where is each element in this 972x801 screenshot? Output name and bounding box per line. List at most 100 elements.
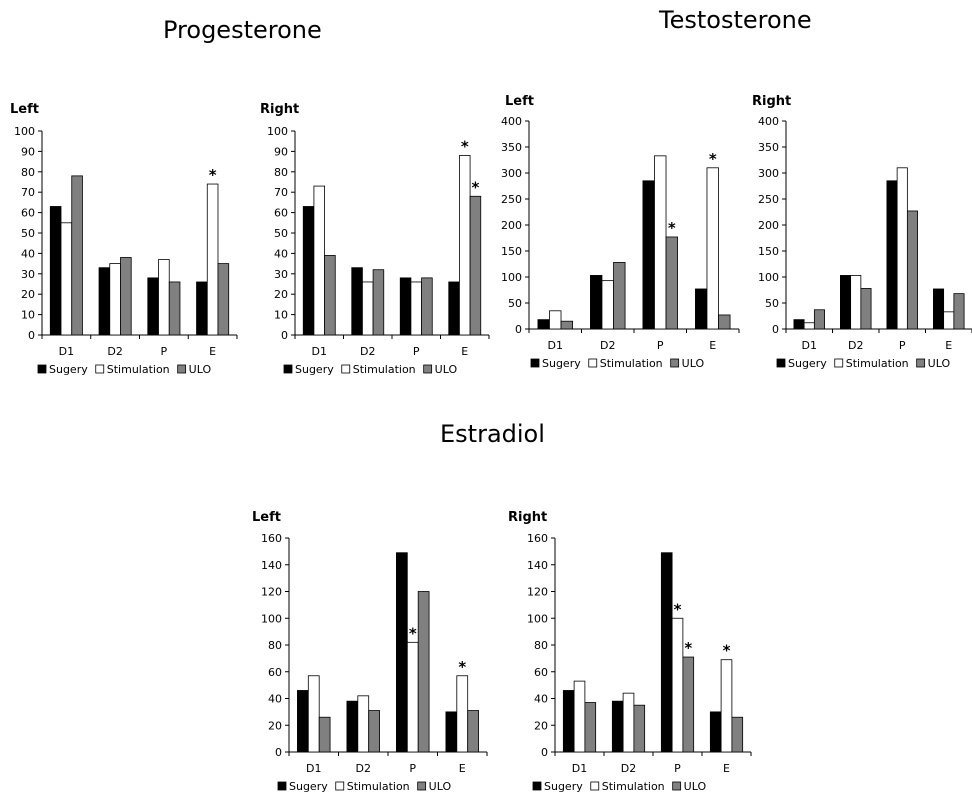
bar-stimulation-e	[720, 659, 733, 753]
x-tick-label: E	[461, 345, 468, 358]
legend-swatch-stimulation	[834, 358, 844, 368]
bar-ulo-d1	[71, 175, 83, 336]
legend-entry: Sugery	[788, 357, 827, 370]
bar-sugery-p	[399, 277, 412, 336]
bar-stimulation-d1	[313, 185, 325, 336]
y-tick-label: 0	[541, 746, 548, 759]
bar-stimulation-d2	[622, 692, 635, 753]
legend-entry: ULO	[435, 363, 458, 376]
legend-entry: ULO	[684, 780, 707, 793]
y-tick-label: 50	[508, 297, 522, 310]
y-tick-label: 120	[527, 586, 548, 599]
y-tick-label: 30	[274, 268, 288, 281]
bar-stimulation-p	[896, 167, 908, 330]
y-tick-label: 0	[28, 329, 35, 342]
estradiol-title: Estradiol	[440, 420, 545, 448]
legend-entry: Stimulation	[846, 357, 909, 370]
x-tick-label: D1	[306, 762, 321, 775]
x-tick-label: E	[945, 339, 952, 352]
bar-ulo-p	[906, 210, 918, 330]
panel-label: Right	[260, 102, 299, 117]
bar-sugery-p	[147, 277, 159, 336]
panel-label: Right	[508, 510, 547, 525]
panel-label: Left	[505, 94, 534, 109]
legend-entry: Stimulation	[602, 780, 665, 793]
legend-entry: Stimulation	[600, 357, 663, 370]
y-tick-label: 0	[772, 323, 779, 336]
y-tick-label: 20	[268, 719, 282, 732]
bar-stimulation-d2	[850, 275, 862, 330]
x-tick-label: P	[899, 339, 906, 352]
legend-swatch-ulo	[670, 358, 680, 368]
y-tick-label: 0	[515, 323, 522, 336]
significance-annotation: *	[461, 137, 469, 155]
legend-entry: ULO	[189, 363, 212, 376]
x-tick-label: D2	[621, 762, 636, 775]
panel-label: Left	[252, 510, 281, 525]
bar-sugery-d2	[351, 267, 363, 336]
y-tick-label: 100	[14, 125, 35, 138]
y-tick-label: 60	[534, 666, 548, 679]
bar-sugery-p	[396, 552, 408, 753]
x-tick-label: D2	[360, 345, 375, 358]
bar-sugery-p	[660, 552, 673, 753]
bar-stimulation-e	[706, 167, 719, 330]
bar-stimulation-d2	[357, 695, 370, 753]
bar-sugery-e	[445, 711, 458, 753]
bar-stimulation-d1	[307, 675, 320, 753]
x-tick-label: E	[709, 339, 716, 352]
bar-stimulation-d2	[362, 281, 374, 336]
y-tick-label: 60	[21, 207, 35, 220]
legend-swatch-stimulation	[341, 364, 351, 374]
significance-annotation: *	[668, 219, 676, 237]
bar-ulo-e	[953, 293, 965, 330]
legend-swatch-sugery	[776, 358, 786, 368]
y-tick-label: 70	[21, 186, 35, 199]
x-tick-label: E	[209, 345, 216, 358]
bar-sugery-d2	[840, 275, 852, 330]
bar-ulo-d2	[368, 710, 380, 753]
bar-stimulation-e	[206, 183, 219, 336]
bar-ulo-p	[665, 236, 678, 330]
bar-ulo-e	[467, 710, 479, 753]
y-tick-label: 400	[501, 115, 522, 128]
x-tick-label: D2	[600, 339, 615, 352]
bar-ulo-d2	[860, 288, 872, 330]
x-tick-label: D1	[802, 339, 817, 352]
chart-progesterone-right: Right 0 10 20 30 40 50 60 70 80 90 100 D1 D2 P E * * Suger…	[260, 102, 490, 376]
legend-entry: Stimulation	[107, 363, 170, 376]
x-tick-label: P	[657, 339, 664, 352]
bar-stimulation-p	[158, 259, 170, 336]
y-tick-label: 140	[527, 559, 548, 572]
bar-ulo-d1	[560, 320, 573, 330]
y-tick-label: 50	[274, 227, 288, 240]
bar-ulo-p	[421, 277, 433, 336]
bar-sugery-p	[886, 180, 898, 330]
legend-swatch-sugery	[37, 364, 47, 374]
legend-entry: Sugery	[295, 363, 334, 376]
legend-entry: Stimulation	[347, 780, 410, 793]
bar-sugery-e	[709, 711, 722, 753]
bar-sugery-d1	[302, 206, 315, 336]
chart-estradiol-right: Right 0 20 40 60 80 100 120 140 160 D1 D2 P E * * * Suger…	[508, 510, 752, 793]
y-tick-label: 100	[261, 612, 282, 625]
x-tick-label: P	[674, 762, 681, 775]
y-tick-label: 140	[261, 559, 282, 572]
bar-ulo-d1	[584, 702, 597, 753]
bar-stimulation-e	[943, 311, 955, 330]
bar-stimulation-e	[459, 155, 471, 336]
bar-ulo-d2	[633, 704, 646, 753]
y-tick-label: 400	[758, 115, 779, 128]
bar-ulo-d1	[318, 716, 331, 753]
bar-ulo-d1	[324, 255, 336, 336]
y-tick-label: 50	[765, 297, 779, 310]
bar-stimulation-d1	[549, 310, 562, 330]
x-tick-label: D1	[548, 339, 563, 352]
bar-ulo-p	[682, 656, 695, 753]
legend-swatch-ulo	[177, 364, 187, 374]
y-tick-label: 100	[501, 271, 522, 284]
significance-annotation: *	[209, 166, 217, 184]
bar-sugery-d1	[793, 319, 805, 330]
y-tick-label: 350	[758, 141, 779, 154]
y-tick-label: 100	[527, 612, 548, 625]
